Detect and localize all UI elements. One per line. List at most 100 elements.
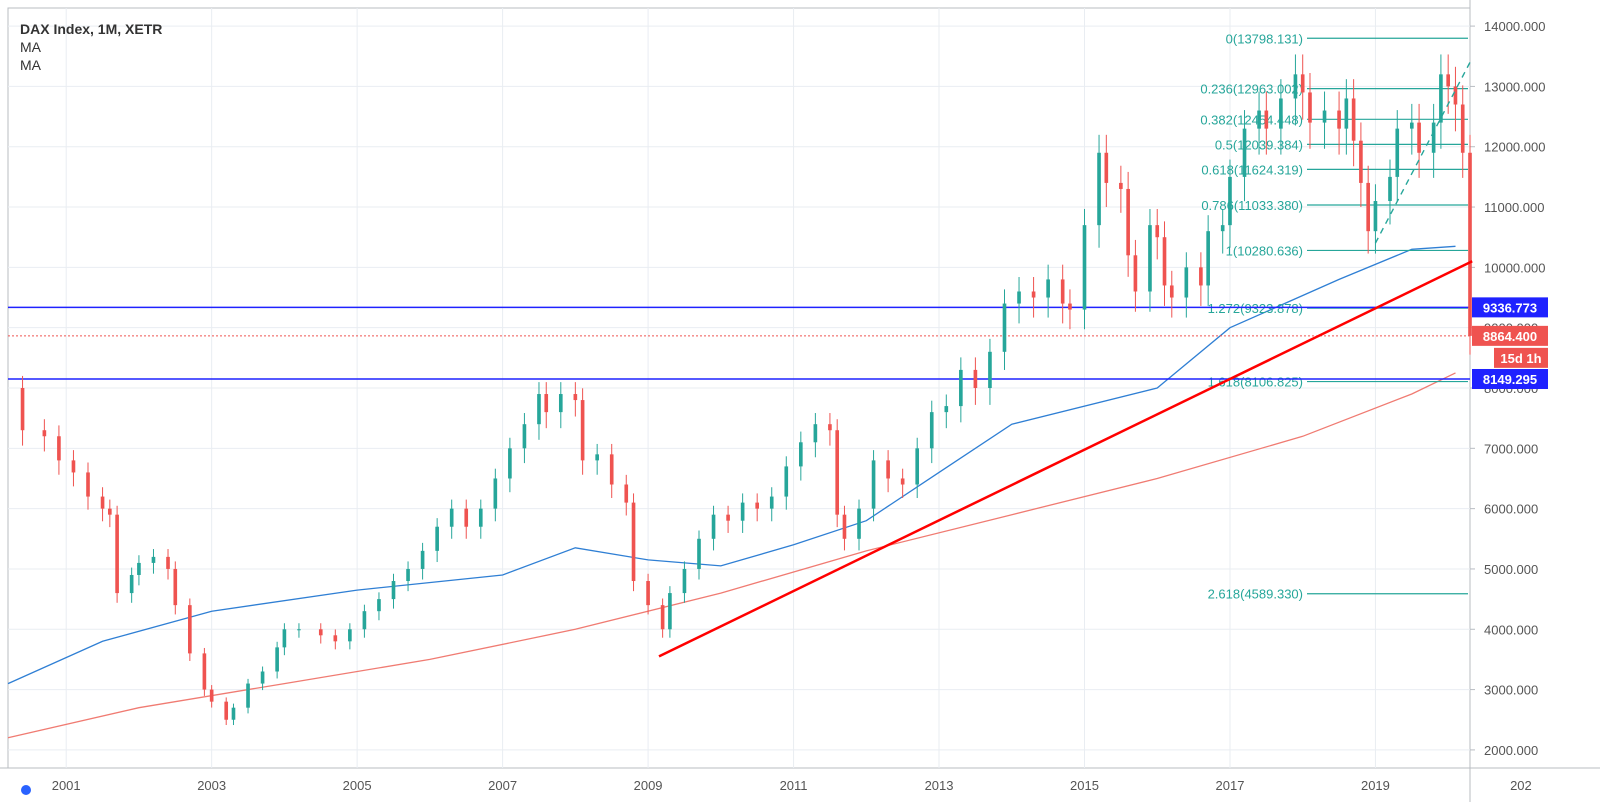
candle-body	[1417, 122, 1421, 153]
candle-body	[151, 556, 156, 563]
candle-body	[1148, 225, 1152, 292]
x-tick-label: 2001	[52, 778, 81, 793]
candle-body	[348, 629, 352, 642]
fib-trend-dashed	[1374, 61, 1471, 244]
y-tick-label: 11000.000	[1484, 200, 1545, 215]
candle-body	[1133, 255, 1138, 292]
candle-body	[1184, 267, 1189, 298]
candle-body	[769, 496, 774, 509]
candle-body	[1220, 225, 1225, 232]
candle-body	[573, 394, 578, 401]
candle-body	[944, 406, 949, 413]
chart-title[interactable]: DAX Index, 1M, XETR	[20, 21, 163, 37]
candle-body	[1337, 110, 1341, 129]
candle-body	[595, 454, 599, 461]
x-tick-label: 2011	[780, 778, 808, 793]
candle-body	[609, 454, 614, 485]
candle-body	[1104, 152, 1109, 183]
candle-body	[1431, 122, 1436, 153]
fib-level-label: 0(13798.131)	[1226, 31, 1303, 46]
candle-body	[435, 526, 439, 551]
x-tick-label: 2009	[634, 778, 663, 793]
candle-body	[391, 581, 396, 600]
x-tick-label: 202	[1510, 778, 1532, 793]
y-tick-label: 7000.000	[1484, 441, 1538, 456]
candle-body	[1206, 231, 1210, 286]
candle-body	[784, 466, 789, 497]
candle-body	[362, 611, 367, 630]
candle-body	[1002, 303, 1007, 352]
candle-body	[1322, 110, 1327, 123]
candle-body	[799, 442, 803, 467]
candle-body	[86, 472, 90, 497]
candle-body	[1308, 92, 1312, 123]
candle-body	[1119, 182, 1123, 189]
candle-body	[166, 556, 170, 569]
fib-level-label: 1.272(9323.878)	[1208, 301, 1303, 316]
candle-body	[871, 460, 876, 509]
candle-body	[668, 593, 672, 630]
y-tick-label: 2000.000	[1484, 743, 1538, 758]
candle-body	[544, 394, 549, 413]
y-tick-label: 12000.000	[1484, 140, 1545, 155]
y-tick-label: 6000.000	[1484, 502, 1538, 517]
candle-body	[1344, 98, 1349, 129]
candle-body	[726, 514, 730, 521]
y-tick-label: 4000.000	[1484, 622, 1538, 637]
candle-body	[318, 629, 323, 636]
candle-body	[697, 538, 701, 569]
candle-body	[1373, 201, 1378, 232]
candle-body	[1097, 152, 1101, 226]
candle-body	[202, 653, 207, 690]
candle-body	[740, 502, 745, 521]
candle-body	[100, 496, 105, 509]
candle-body	[493, 478, 498, 509]
candle-body	[1359, 140, 1363, 183]
candle-body	[1060, 279, 1065, 304]
fib-level-label: 2.618(4589.330)	[1208, 587, 1303, 602]
candle-body	[129, 574, 134, 594]
candle-body	[1300, 74, 1305, 93]
ma-indicator-2[interactable]: MA	[20, 57, 41, 73]
candle-body	[828, 424, 832, 431]
candle-body	[1257, 110, 1261, 129]
candle-body	[71, 460, 76, 473]
candle-body	[631, 502, 636, 582]
candle-body	[857, 508, 861, 539]
candle-body	[711, 514, 716, 539]
candle-body	[1279, 98, 1283, 129]
candle-body	[1169, 285, 1174, 298]
candle-body	[449, 508, 454, 527]
candle-body	[1293, 74, 1298, 99]
trend-line	[658, 260, 1473, 658]
candle-body	[1162, 237, 1167, 286]
candle-body	[1366, 182, 1370, 232]
candle-body	[1155, 225, 1160, 238]
ma-indicator-1[interactable]: MA	[20, 39, 41, 55]
candle-body	[973, 369, 978, 388]
candle-body	[478, 508, 483, 527]
fib-level-label: 1(10280.636)	[1226, 243, 1303, 258]
candle-body	[508, 448, 512, 479]
candle-body	[886, 460, 890, 479]
x-tick-label: 2005	[343, 778, 372, 793]
price-tag: 9336.773	[1483, 300, 1537, 315]
y-tick-label: 3000.000	[1484, 683, 1538, 698]
candle-body	[755, 502, 760, 509]
candle-body	[842, 514, 847, 539]
candle-body	[1082, 225, 1087, 310]
chart-legend: DAX Index, 1M, XETR MA MA	[20, 20, 162, 74]
candle-body	[224, 701, 229, 720]
candle-body	[57, 436, 61, 461]
candle-body	[1395, 128, 1400, 177]
candle-body	[1351, 98, 1356, 141]
price-tag: 8149.295	[1483, 372, 1537, 387]
candle-body	[42, 430, 47, 437]
candle-body	[835, 430, 840, 515]
candle-body	[231, 707, 236, 720]
candle-body	[660, 605, 665, 630]
x-tick-label: 2013	[925, 778, 954, 793]
candle-body	[173, 568, 178, 606]
